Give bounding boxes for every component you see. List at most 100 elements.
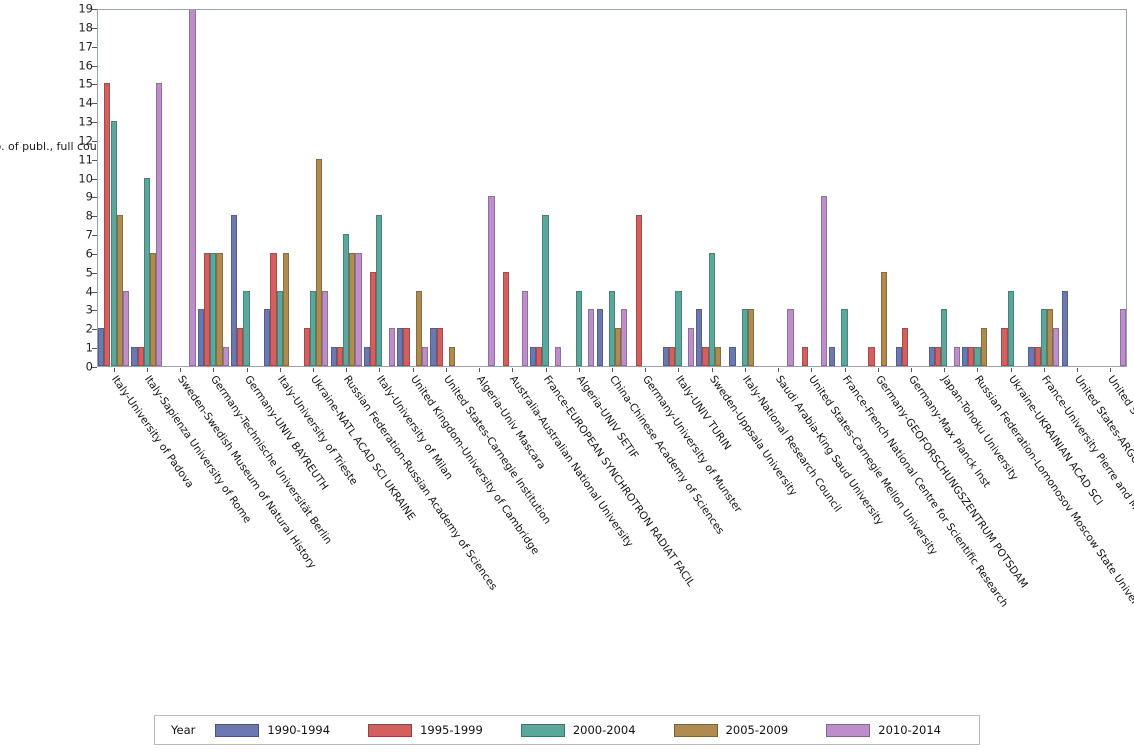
x-axis-tick-mark — [811, 368, 813, 372]
bar — [436, 328, 443, 366]
x-axis-tick-mark — [944, 368, 946, 372]
legend-item[interactable]: 2000-2004 — [520, 723, 674, 737]
x-axis-tick-label: Germany-GEOFORSCHUNGSZENTRUM POTSDAM — [872, 373, 1030, 591]
bar — [1047, 309, 1054, 366]
bar-group — [131, 10, 163, 366]
bar — [787, 309, 794, 366]
y-axis-tick-mark — [92, 348, 97, 350]
x-axis-tick-label: Italy-UNIV TURIN — [673, 373, 734, 453]
x-axis-tick-mark — [279, 368, 281, 372]
bar-group — [928, 10, 960, 366]
bar — [403, 328, 410, 366]
bar-group — [330, 10, 362, 366]
x-axis-tick-label: Italy-Sapienza University of Rome — [141, 373, 254, 526]
x-axis-tick-label: Algeria-UNIV SETIF — [573, 373, 641, 462]
bar — [530, 347, 537, 366]
y-axis-tick-label: 10 — [78, 170, 93, 185]
bar — [941, 309, 948, 366]
legend-item-label: 1995-1999 — [420, 723, 483, 737]
x-axis-tick-mark — [312, 368, 314, 372]
legend-color-swatch — [368, 723, 413, 737]
legend-item[interactable]: 1990-1994 — [215, 723, 368, 737]
x-axis-tick-label: France-French National Centre for Scient… — [839, 373, 1010, 610]
x-axis-tick-label: Germany-Technische Universität Berlin — [208, 373, 335, 547]
bar-group — [763, 10, 794, 366]
x-axis-tick-mark — [977, 368, 979, 372]
bar-group — [662, 10, 694, 366]
bar-group — [497, 10, 528, 366]
bar-group — [397, 10, 429, 366]
legend-item[interactable]: 1995-1999 — [368, 723, 521, 737]
bar — [687, 328, 694, 366]
y-axis-tick-label: 17 — [78, 38, 93, 53]
y-axis-tick-mark — [92, 159, 97, 161]
y-axis-title: No. of publ., full counts — [0, 140, 114, 153]
bar — [349, 252, 356, 366]
bar — [503, 271, 510, 366]
bar — [901, 328, 908, 366]
x-axis-tick-label: United States-Carnegie Mellon University — [806, 373, 941, 558]
bar — [282, 252, 290, 366]
bar — [303, 328, 310, 366]
x-axis-tick-label: Italy-University of Trieste — [274, 373, 360, 488]
y-axis-tick-mark — [92, 178, 97, 180]
legend-item-label: 2005-2009 — [725, 723, 789, 737]
bar — [203, 252, 211, 366]
bar — [309, 290, 317, 366]
x-axis-tick-mark — [213, 368, 215, 372]
bar — [662, 347, 670, 366]
bar — [231, 215, 238, 366]
bar — [388, 328, 395, 366]
legend-item[interactable]: 2010-2014 — [826, 723, 979, 737]
bar — [264, 309, 271, 366]
bar — [542, 215, 549, 366]
bar — [336, 347, 344, 366]
bar-group — [1028, 10, 1060, 366]
x-axis-tick-mark — [479, 368, 481, 372]
bar — [370, 271, 377, 366]
x-axis-tick-label: China-Chinese Academy of Sciences — [606, 373, 727, 537]
bar — [149, 252, 157, 366]
y-axis-tick-label: 7 — [85, 227, 93, 242]
bar — [270, 252, 277, 366]
bar — [747, 309, 755, 366]
x-axis-tick-label: France-EUROPEAN SYNCHROTRON RADIAT FACIL — [540, 373, 697, 589]
x-axis-tick-mark — [545, 368, 547, 372]
x-axis-tick-mark — [1077, 368, 1079, 372]
x-axis-tick-label: Russian Federation-Lomonosov Moscow Stat… — [972, 373, 1134, 623]
bar-group — [829, 10, 860, 366]
x-axis-tick-mark — [1043, 368, 1045, 372]
x-axis-tick-mark — [1110, 368, 1112, 372]
y-axis-tick-label: 12 — [78, 133, 93, 148]
bar — [397, 328, 404, 366]
legend-item[interactable]: 2005-2009 — [673, 723, 827, 737]
x-axis-tick-mark — [911, 368, 913, 372]
bar-group — [530, 10, 562, 366]
x-axis-tick-label: Sweden-Swedish Museum of Natural History — [175, 373, 319, 572]
y-axis-tick-mark — [92, 103, 97, 105]
x-axis-tick-mark — [1010, 368, 1012, 372]
bar — [980, 328, 987, 366]
bar-group — [464, 10, 495, 366]
y-axis-tick-label: 0 — [85, 359, 93, 374]
bar — [222, 347, 229, 366]
bar — [729, 347, 736, 366]
bar — [880, 271, 888, 366]
x-axis-tick-label: Russian Federation-Russian Academy of Sc… — [341, 373, 500, 593]
bar — [621, 309, 628, 366]
bar — [448, 347, 456, 366]
bar-group — [264, 10, 295, 366]
bar — [143, 177, 150, 366]
bar — [928, 347, 935, 366]
x-axis-tick-label: United Kingdom-University of Cambridge — [407, 373, 542, 557]
bar-group — [363, 10, 395, 366]
bar — [122, 290, 130, 366]
x-axis-tick-label: Italy-National Research Council — [739, 373, 844, 515]
x-axis-tick-mark — [346, 368, 348, 372]
bar — [675, 290, 682, 366]
x-axis-tick-label: Saudi Arabia-King Saud University — [773, 373, 886, 528]
x-axis-tick-label: Sweden-Uppsala University — [706, 373, 800, 499]
bar — [829, 347, 836, 366]
bar — [104, 83, 111, 366]
